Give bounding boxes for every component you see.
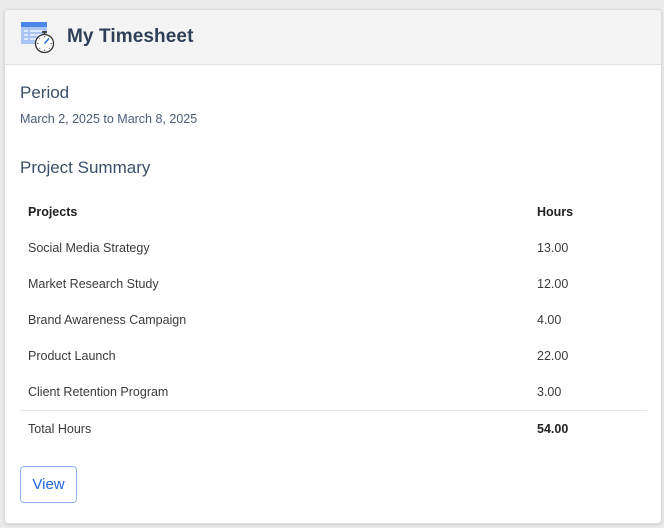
project-name: Market Research Study xyxy=(28,277,159,291)
project-name: Social Media Strategy xyxy=(28,241,150,255)
table-header-row: Projects Hours xyxy=(20,194,647,230)
project-name: Client Retention Program xyxy=(28,384,169,399)
page-title: My Timesheet xyxy=(67,26,194,47)
view-button[interactable]: View xyxy=(20,466,77,503)
card-header: My Timesheet xyxy=(5,10,661,65)
card-body: Period March 2, 2025 to March 8, 2025 Pr… xyxy=(5,65,661,503)
timesheet-card: My Timesheet Period March 2, 2025 to Mar… xyxy=(4,9,662,524)
project-hours: 4.00 xyxy=(537,313,562,327)
table-row: Market Research Study 12.00 xyxy=(20,266,647,302)
project-summary-table: Projects Hours Social Media Strategy 13.… xyxy=(20,194,647,447)
project-hours: 13.00 xyxy=(537,241,569,255)
timesheet-stopwatch-icon xyxy=(19,20,55,54)
table-row: Brand Awareness Campaign 4.00 xyxy=(20,302,647,338)
project-name: Product Launch xyxy=(28,349,116,363)
total-label: Total Hours xyxy=(20,409,529,447)
project-hours: 12.00 xyxy=(537,277,569,291)
project-summary-heading: Project Summary xyxy=(20,158,151,177)
table-row: Client Retention Program 3.00 xyxy=(20,374,647,410)
period-range: March 2, 2025 to March 8, 2025 xyxy=(20,112,198,126)
project-name: Brand Awareness Campaign xyxy=(28,313,187,327)
table-row: Product Launch 22.00 xyxy=(20,338,647,374)
total-value: 54.00 xyxy=(529,409,647,447)
period-heading: Period xyxy=(20,83,70,102)
table-row: Social Media Strategy 13.00 xyxy=(20,230,647,266)
column-header-projects: Projects xyxy=(28,205,78,219)
total-row: Total Hours 54.00 xyxy=(20,409,647,447)
column-header-hours: Hours xyxy=(537,205,574,219)
project-hours: 3.00 xyxy=(537,384,562,399)
project-hours: 22.00 xyxy=(537,349,569,363)
